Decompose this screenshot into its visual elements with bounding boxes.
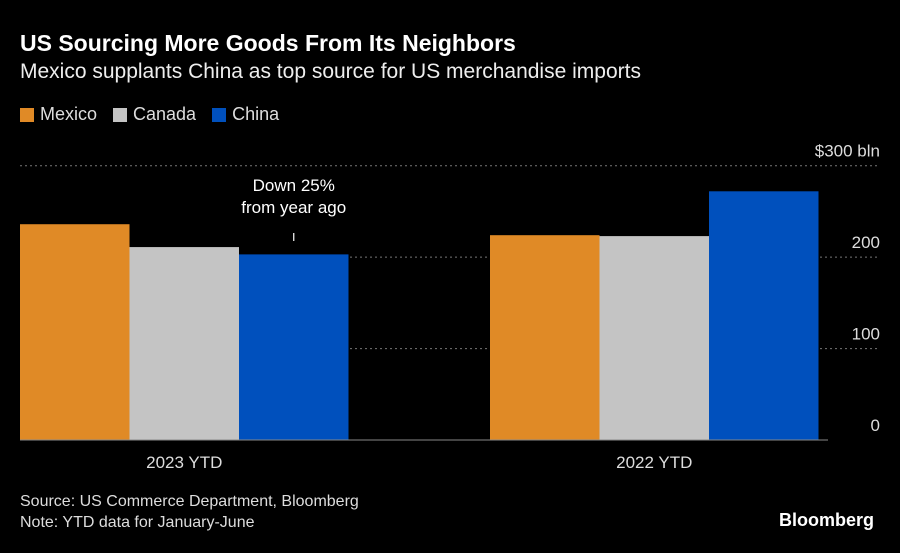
legend: Mexico Canada China <box>20 104 279 125</box>
legend-swatch <box>113 107 128 122</box>
legend-label: Canada <box>133 104 197 124</box>
legend-swatch <box>212 107 227 122</box>
bloomberg-logo: Bloomberg <box>778 510 874 530</box>
legend-item-china: China <box>212 104 279 125</box>
annotation-text: from year ago <box>241 198 346 217</box>
chart-subtitle: Mexico supplants China as top source for… <box>20 60 641 83</box>
bar-canada-1 <box>599 236 709 440</box>
source-note: Source: US Commerce Department, Bloomber… <box>20 493 359 510</box>
y-tick-label: 100 <box>852 325 880 344</box>
footnote: Note: YTD data for January-June <box>20 514 255 531</box>
x-tick-label: 2023 YTD <box>146 453 222 472</box>
legend-item-canada: Canada <box>113 104 196 125</box>
y-tick-label: 200 <box>852 233 880 252</box>
bar-mexico-1 <box>490 235 600 440</box>
bar-canada-0 <box>129 247 239 440</box>
y-tick-label: 0 <box>871 416 880 435</box>
legend-label: China <box>232 104 280 124</box>
bar-mexico-0 <box>20 224 130 440</box>
chart-title: US Sourcing More Goods From Its Neighbor… <box>20 30 516 56</box>
legend-swatch <box>20 107 34 122</box>
bar-china-0 <box>239 254 349 440</box>
bar-china-1 <box>709 191 819 440</box>
legend-item-mexico: Mexico <box>20 104 97 125</box>
x-tick-label: 2022 YTD <box>616 453 692 472</box>
legend-label: Mexico <box>40 104 98 124</box>
y-tick-label: $300 bln <box>815 142 880 161</box>
annotation-text: Down 25% <box>253 176 335 195</box>
